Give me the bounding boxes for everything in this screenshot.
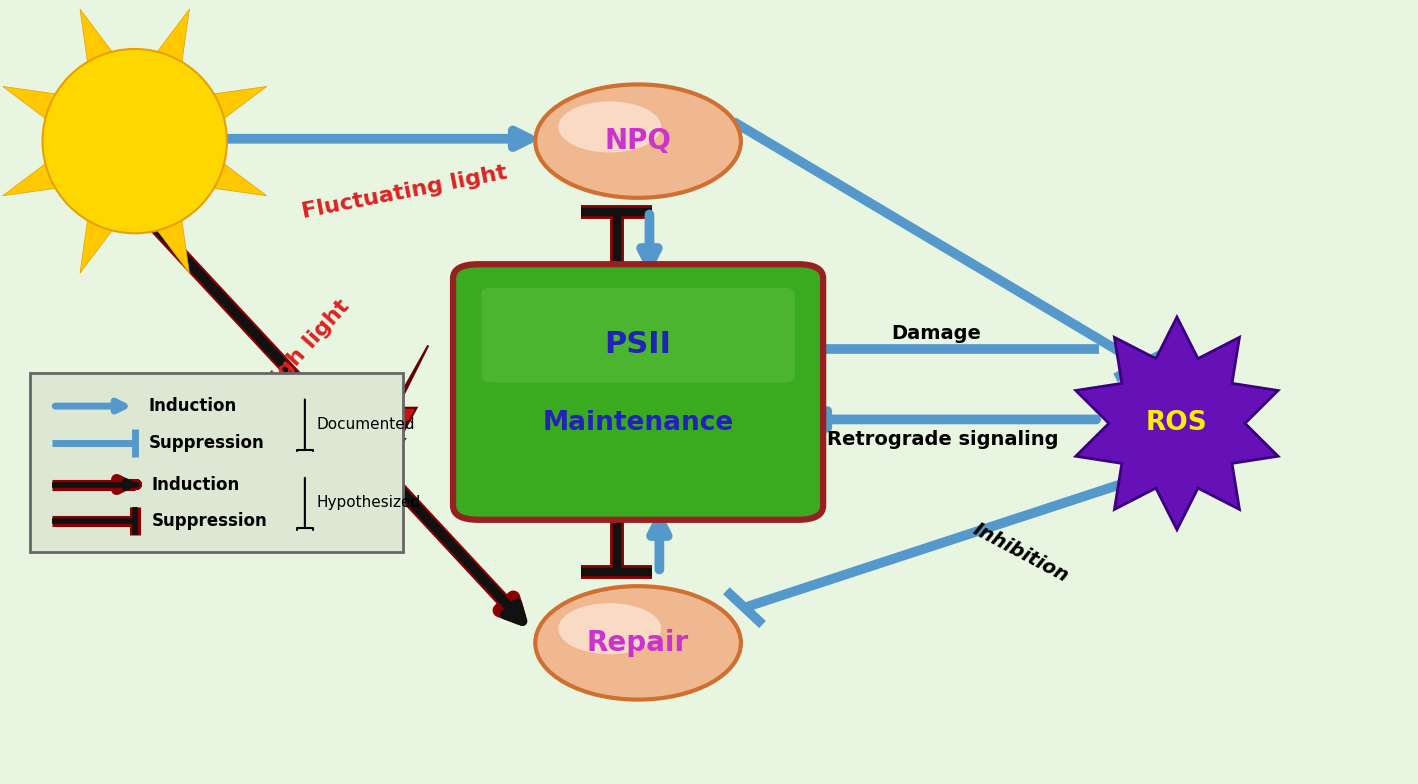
Polygon shape bbox=[199, 154, 267, 196]
Text: Induction: Induction bbox=[152, 476, 240, 493]
Text: Damage: Damage bbox=[891, 324, 981, 343]
Polygon shape bbox=[366, 346, 428, 501]
FancyBboxPatch shape bbox=[30, 373, 403, 552]
Polygon shape bbox=[79, 9, 122, 77]
Text: Fluctuating light: Fluctuating light bbox=[299, 162, 509, 222]
Ellipse shape bbox=[536, 586, 740, 699]
FancyBboxPatch shape bbox=[482, 288, 794, 383]
Text: ROS: ROS bbox=[1146, 410, 1208, 437]
Polygon shape bbox=[3, 154, 71, 196]
Text: Suppression: Suppression bbox=[149, 434, 265, 452]
Polygon shape bbox=[147, 9, 190, 77]
Text: PSII: PSII bbox=[604, 331, 672, 359]
Text: Repair: Repair bbox=[587, 629, 689, 657]
Text: Maintenance: Maintenance bbox=[543, 410, 733, 437]
Ellipse shape bbox=[559, 101, 661, 152]
Polygon shape bbox=[199, 86, 267, 128]
Text: Suppression: Suppression bbox=[152, 513, 268, 530]
Polygon shape bbox=[147, 205, 190, 273]
Polygon shape bbox=[1076, 317, 1278, 530]
Ellipse shape bbox=[536, 85, 740, 198]
Polygon shape bbox=[79, 205, 122, 273]
Text: High light: High light bbox=[257, 296, 353, 401]
Text: Documented: Documented bbox=[316, 417, 414, 432]
Ellipse shape bbox=[559, 603, 661, 654]
Polygon shape bbox=[3, 86, 71, 128]
Text: Inhibition: Inhibition bbox=[970, 520, 1072, 586]
Ellipse shape bbox=[43, 49, 227, 234]
Text: Retrograde signaling: Retrograde signaling bbox=[827, 430, 1059, 448]
Text: NPQ: NPQ bbox=[604, 127, 672, 155]
FancyBboxPatch shape bbox=[454, 264, 822, 520]
Text: Hypothesized: Hypothesized bbox=[316, 495, 421, 510]
Text: Induction: Induction bbox=[149, 397, 237, 415]
